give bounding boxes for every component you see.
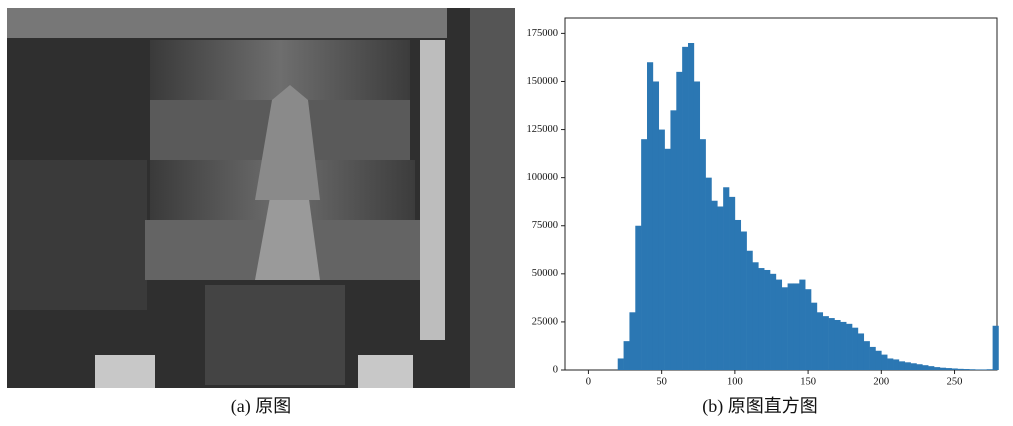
bar xyxy=(823,316,829,370)
bar xyxy=(788,283,794,370)
bar xyxy=(723,187,729,370)
bar xyxy=(741,232,747,370)
bar xyxy=(676,72,682,370)
bar xyxy=(758,268,764,370)
bar xyxy=(858,333,864,370)
bar xyxy=(764,270,770,370)
bar xyxy=(711,201,717,370)
bar xyxy=(899,361,905,370)
x-tick-label: 100 xyxy=(727,376,743,387)
bar xyxy=(963,369,969,370)
y-tick-label: 175000 xyxy=(527,28,559,39)
bar xyxy=(922,365,928,370)
bar xyxy=(659,130,665,370)
bar xyxy=(641,139,647,370)
x-tick-label: 150 xyxy=(800,376,816,387)
bar xyxy=(928,366,934,370)
y-tick-label: 100000 xyxy=(527,172,559,183)
bar xyxy=(840,322,846,370)
bar xyxy=(805,289,811,370)
bar xyxy=(893,359,899,370)
bar xyxy=(799,280,805,370)
caption: (a) 原图 xyxy=(231,396,291,417)
x-tick-label: 250 xyxy=(947,376,963,387)
bar xyxy=(629,312,635,370)
bar xyxy=(934,367,940,370)
bar xyxy=(624,341,630,370)
x-tick-label: 200 xyxy=(873,376,889,387)
bar xyxy=(846,324,852,370)
bar xyxy=(834,320,840,370)
bar xyxy=(987,369,993,370)
bar xyxy=(817,312,823,370)
bar xyxy=(700,139,706,370)
bar xyxy=(981,369,987,370)
y-tick-label: 0 xyxy=(553,364,558,375)
bar xyxy=(618,358,624,370)
y-tick-label: 150000 xyxy=(527,76,559,87)
bar xyxy=(957,369,963,370)
bar xyxy=(916,364,922,370)
bar xyxy=(793,283,799,370)
y-tick-label: 25000 xyxy=(532,316,558,327)
bar xyxy=(665,149,671,370)
bar xyxy=(864,341,870,370)
bar xyxy=(975,369,981,370)
bar xyxy=(747,251,753,370)
bar xyxy=(706,178,712,370)
bar xyxy=(875,351,881,370)
figure-canvas: (a) 原图 (b) 原图直方图 0 25000 50000 75000 100000 1… xyxy=(0,0,1013,426)
bar xyxy=(905,362,911,370)
bar xyxy=(635,226,641,370)
bar xyxy=(688,43,694,370)
x-tick-label: 50 xyxy=(656,376,667,387)
bar xyxy=(993,326,999,370)
x-tick-label: 0 xyxy=(586,376,591,387)
bar xyxy=(729,197,735,370)
bar xyxy=(670,110,676,370)
bar xyxy=(770,274,776,370)
bar xyxy=(946,368,952,370)
y-tick-label: 125000 xyxy=(527,124,559,135)
y-tick-label: 50000 xyxy=(532,268,558,279)
bar xyxy=(694,81,700,370)
photo xyxy=(7,8,515,388)
bar xyxy=(911,363,917,370)
caption: (b) 原图直方图 xyxy=(702,396,818,417)
bar xyxy=(647,62,653,370)
bar xyxy=(969,369,975,370)
bar xyxy=(887,358,893,370)
bar xyxy=(852,328,858,370)
bar xyxy=(776,280,782,370)
bar xyxy=(811,303,817,370)
bar xyxy=(881,355,887,370)
bar xyxy=(653,81,659,370)
bar xyxy=(682,47,688,370)
bar xyxy=(752,262,758,370)
bar xyxy=(870,347,876,370)
bar xyxy=(782,287,788,370)
figure: (a) 原图 (b) 原图直方图 0 25000 50000 75000 100000 1… xyxy=(0,0,1013,426)
bar xyxy=(717,207,723,370)
bar xyxy=(829,318,835,370)
bar xyxy=(940,368,946,370)
bar xyxy=(735,220,741,370)
y-tick-label: 75000 xyxy=(532,220,558,231)
bar xyxy=(952,368,958,370)
